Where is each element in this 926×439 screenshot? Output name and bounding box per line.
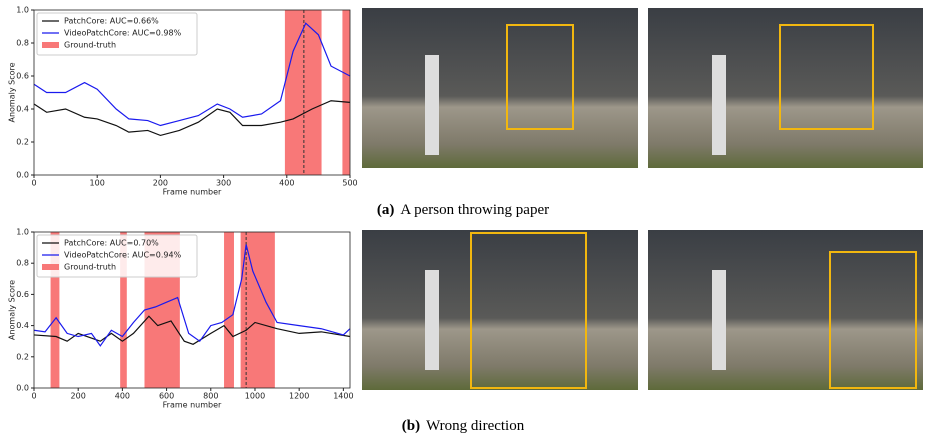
x-tick-label: 200 (153, 179, 168, 188)
y-tick-label: 1.0 (16, 6, 29, 15)
x-tick-label: 300 (216, 179, 231, 188)
plot-frame (33, 9, 351, 176)
x-tick-label: 500 (342, 179, 357, 188)
pillar (425, 270, 439, 370)
x-tick-label: 400 (279, 179, 294, 188)
y-tick-label: 0.6 (16, 290, 29, 299)
y-tick-label: 0.2 (16, 352, 29, 361)
x-tick-label: 1400 (333, 392, 353, 401)
caption: (b) Wrong direction (402, 418, 525, 434)
pillar (712, 55, 726, 155)
caption-label: (b) (402, 418, 420, 434)
gt-span (120, 232, 127, 388)
y-axis-label: Anomaly Score (8, 280, 17, 340)
photo (648, 230, 923, 390)
series-line (33, 315, 351, 345)
y-tick-label: 0.2 (16, 138, 29, 147)
gt-span (224, 232, 234, 388)
series-line (33, 22, 351, 127)
legend-label: VideoPatchCore: AUC=0.94% (64, 251, 182, 260)
y-tick-label: 0.0 (16, 171, 29, 180)
gt-span (284, 10, 322, 175)
y-tick-label: 0.0 (16, 384, 29, 393)
x-tick-label: 1000 (245, 392, 265, 401)
x-tick-label: 600 (159, 392, 174, 401)
legend-label: Ground-truth (64, 41, 116, 50)
x-axis-label: Frame number (163, 401, 222, 410)
x-tick-label: 0 (31, 179, 36, 188)
gt-span (342, 10, 350, 175)
legend-label: PatchCore: AUC=0.70% (64, 239, 159, 248)
caption: (a) A person throwing paper (377, 202, 549, 218)
y-tick-label: 0.6 (16, 72, 29, 81)
y-tick-label: 0.4 (16, 105, 29, 114)
photo-row-a (362, 8, 923, 168)
series-line (33, 244, 351, 347)
caption-label: (a) (377, 202, 395, 218)
legend-box (36, 234, 198, 278)
bbox (779, 24, 874, 130)
gt-span (50, 232, 60, 388)
photo (362, 8, 638, 168)
caption-text: Wrong direction (426, 418, 525, 434)
legend-label: VideoPatchCore: AUC=0.98% (64, 29, 182, 38)
x-tick-label: 100 (90, 179, 105, 188)
legend-label: Ground-truth (64, 263, 116, 272)
photo (648, 8, 923, 168)
legend-swatch (42, 264, 59, 270)
caption-text: A person throwing paper (400, 202, 549, 218)
legend-swatch (42, 42, 59, 48)
series-line (33, 100, 351, 137)
y-tick-label: 0.4 (16, 321, 29, 330)
y-tick-label: 0.8 (16, 39, 29, 48)
bbox (829, 251, 917, 389)
x-tick-label: 0 (31, 392, 36, 401)
x-tick-label: 1200 (289, 392, 309, 401)
bbox (470, 232, 587, 389)
x-axis-label: Frame number (163, 188, 222, 197)
x-tick-label: 400 (115, 392, 130, 401)
photo-row-b (362, 230, 923, 390)
y-tick-label: 1.0 (16, 228, 29, 237)
legend-label: PatchCore: AUC=0.66% (64, 17, 159, 26)
pillar (425, 55, 439, 155)
bbox (506, 24, 574, 130)
legend-box (36, 12, 198, 56)
y-axis-label: Anomaly Score (8, 62, 17, 122)
y-tick-label: 0.8 (16, 259, 29, 268)
x-tick-label: 800 (203, 392, 218, 401)
x-tick-label: 200 (71, 392, 86, 401)
pillar (712, 270, 726, 370)
photo (362, 230, 638, 390)
plot-frame (33, 231, 351, 389)
